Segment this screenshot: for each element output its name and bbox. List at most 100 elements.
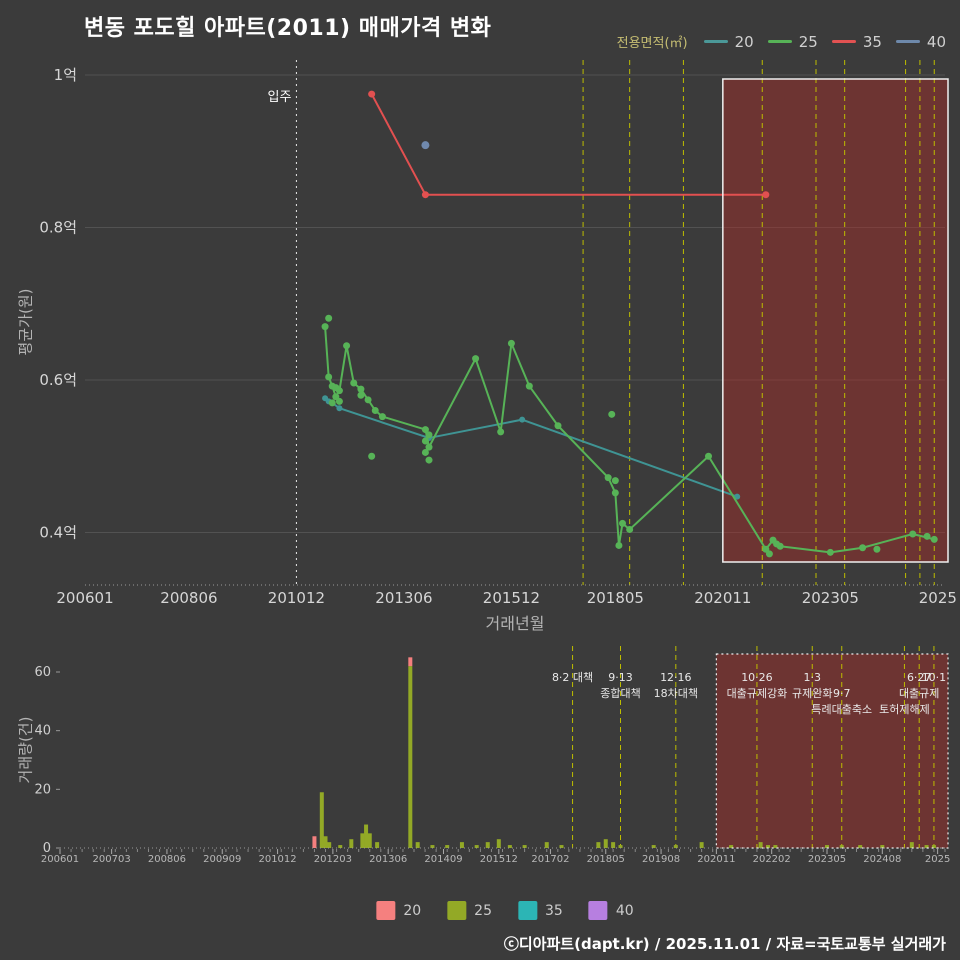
volume-bar-25[interactable] (603, 839, 608, 848)
volume-bar-25[interactable] (651, 845, 656, 848)
volume-bar-25[interactable] (430, 845, 435, 848)
series-dot-25[interactable] (343, 342, 351, 350)
series-dot-25[interactable] (364, 396, 372, 404)
series-dot-25[interactable] (421, 426, 429, 434)
legend-top-item-40[interactable]: 40 (895, 33, 946, 51)
series-dot-25[interactable] (368, 452, 376, 460)
volume-bar-25[interactable] (596, 842, 601, 848)
series-dot-20[interactable] (519, 416, 526, 423)
volume-bar-20[interactable] (408, 657, 413, 667)
legend-bottom-item-35[interactable]: 35 (518, 901, 563, 920)
series-dot-25[interactable] (859, 544, 867, 552)
series-dot-40[interactable] (421, 141, 430, 150)
volume-bar-25[interactable] (327, 842, 332, 848)
series-dot-25[interactable] (615, 541, 623, 549)
legend-bottom-item-20[interactable]: 20 (376, 901, 421, 920)
volume-bar-25[interactable] (319, 792, 324, 848)
series-dot-20[interactable] (734, 493, 741, 500)
volume-bar-25[interactable] (544, 842, 549, 848)
volume-bar-25[interactable] (507, 845, 512, 848)
volume-bar-25[interactable] (758, 842, 763, 848)
volume-bar-25[interactable] (931, 845, 936, 848)
series-dot-25[interactable] (923, 532, 931, 540)
volume-bar-25[interactable] (415, 842, 420, 848)
series-dot-25[interactable] (371, 407, 379, 414)
legend-bottom-item-25[interactable]: 25 (447, 901, 492, 920)
legend-top-item-20[interactable]: 20 (703, 33, 754, 51)
series-dot-25[interactable] (357, 385, 365, 393)
main-x-tick-label: 202011 (694, 589, 751, 607)
volume-bar-25[interactable] (825, 845, 829, 848)
series-dot-25[interactable] (421, 437, 429, 445)
series-dot-25[interactable] (350, 379, 358, 387)
volume-bar-25[interactable] (496, 839, 501, 848)
volume-bar-25[interactable] (699, 842, 704, 848)
vol-y-tick-label: 40 (34, 724, 51, 739)
series-dot-35[interactable] (368, 90, 376, 98)
series-dot-25[interactable] (773, 540, 781, 548)
volume-bar-25[interactable] (729, 845, 734, 848)
volume-bar-25[interactable] (349, 839, 354, 848)
series-dot-25[interactable] (332, 384, 340, 392)
legend-top: 전용면적(㎡) 20 25 35 40 (617, 32, 946, 52)
legend-top-item-25[interactable]: 25 (767, 33, 818, 51)
series-dot-25[interactable] (425, 443, 433, 451)
series-dot-25[interactable] (321, 323, 329, 331)
series-dot-25[interactable] (909, 530, 917, 538)
volume-bar-25[interactable] (408, 666, 413, 848)
volume-bar-25[interactable] (367, 833, 372, 848)
volume-bar-25[interactable] (611, 842, 616, 848)
volume-bar-25[interactable] (673, 845, 678, 848)
series-dot-25[interactable] (378, 413, 386, 421)
series-dot-25[interactable] (619, 519, 626, 527)
series-dot-25[interactable] (525, 382, 533, 390)
series-dot-25[interactable] (325, 314, 333, 322)
volume-bar-25[interactable] (880, 845, 885, 848)
series-dot-35[interactable] (421, 191, 429, 199)
series-dot-25[interactable] (930, 535, 938, 543)
volume-bar-25[interactable] (474, 845, 479, 848)
series-dot-25[interactable] (421, 448, 429, 456)
series-dot-25[interactable] (507, 339, 515, 347)
series-dot-25[interactable] (765, 550, 773, 558)
series-dot-25[interactable] (604, 474, 612, 482)
series-dot-25[interactable] (497, 428, 505, 436)
series-dot-25[interactable] (626, 525, 634, 533)
series-dot-25[interactable] (611, 477, 619, 485)
series-dot-25[interactable] (335, 397, 343, 405)
volume-bar-25[interactable] (338, 845, 343, 848)
legend-top-item-35[interactable]: 35 (831, 33, 882, 51)
volume-bar-25[interactable] (360, 833, 365, 848)
series-dot-35[interactable] (762, 191, 770, 199)
series-dot-25[interactable] (472, 355, 480, 363)
volume-bar-25[interactable] (445, 845, 450, 848)
volume-bar-25[interactable] (618, 845, 623, 848)
volume-bar-20[interactable] (312, 836, 317, 848)
series-dot-25[interactable] (608, 410, 616, 418)
volume-bar-25[interactable] (459, 842, 464, 848)
volume-bar-25[interactable] (485, 842, 490, 848)
volume-bar-25[interactable] (773, 845, 778, 848)
volume-bar-25[interactable] (323, 836, 328, 848)
volume-bar-25[interactable] (559, 845, 564, 848)
series-dot-25[interactable] (554, 422, 562, 430)
series-dot-25[interactable] (328, 399, 336, 407)
volume-bar-25[interactable] (522, 845, 527, 848)
volume-bar-25[interactable] (839, 845, 844, 848)
volume-bar-25[interactable] (766, 845, 770, 848)
volume-bar-25[interactable] (375, 842, 380, 848)
series-dot-25[interactable] (873, 545, 881, 553)
series-dot-25[interactable] (611, 489, 619, 497)
volume-bar-25[interactable] (364, 824, 369, 848)
volume-bar-25[interactable] (924, 845, 929, 848)
series-dot-25[interactable] (826, 548, 834, 556)
volume-bar-25[interactable] (858, 845, 863, 848)
volume-bar-25[interactable] (909, 842, 914, 848)
legend-bottom-item-40[interactable]: 40 (588, 901, 634, 920)
series-dot-25[interactable] (705, 452, 712, 460)
series-dot-25[interactable] (425, 431, 433, 439)
series-dot-20[interactable] (336, 405, 343, 412)
series-dot-25[interactable] (325, 373, 333, 381)
series-dot-25[interactable] (425, 456, 433, 464)
series-dot-25[interactable] (357, 391, 365, 399)
